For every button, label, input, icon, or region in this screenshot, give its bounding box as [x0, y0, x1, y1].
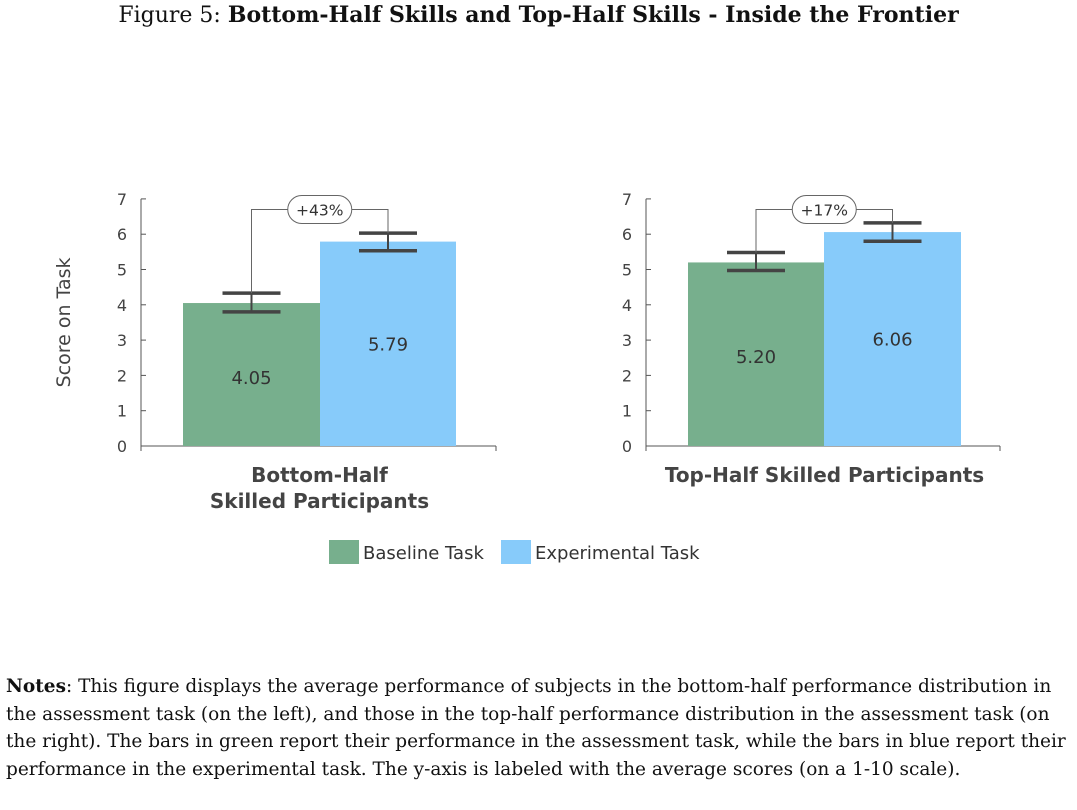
y-tick-label: 5 [117, 261, 127, 280]
y-tick-label: 0 [117, 437, 127, 456]
bar-experimental [824, 232, 961, 446]
y-tick-label: 1 [622, 402, 632, 421]
y-tick-label: 3 [117, 331, 127, 350]
notes-label: Notes [6, 676, 66, 697]
category-label: Top-Half Skilled Participants [665, 463, 984, 487]
y-axis-label: Score on Task [53, 257, 75, 387]
annotation-bracket-left [755, 208, 793, 253]
y-tick-label: 6 [117, 225, 127, 244]
y-tick-label: 3 [622, 331, 632, 350]
annotation-bubble [791, 194, 857, 224]
bar-value-label: 5.79 [368, 335, 408, 356]
bar-chart: Score on Task 0 1 2 3 4 5 6 7 4.05 5.79 +43% Bottom-… [53, 190, 1001, 564]
annotation-bubble [287, 194, 353, 224]
annotation-bracket-right [856, 208, 893, 223]
figure-title: Figure 5: Bottom-Half Skills and Top-Hal… [0, 2, 1077, 28]
y-tick-label: 5 [622, 261, 632, 280]
y-tick-label: 7 [622, 190, 632, 209]
y-tick-label: 0 [622, 437, 632, 456]
y-tick-label: 4 [622, 296, 632, 315]
legend-label-experimental: Experimental Task [535, 543, 700, 564]
legend-swatch-experimental [501, 540, 531, 564]
notes-text: : This figure displays the average perfo… [6, 676, 1066, 780]
y-tick-label: 6 [622, 225, 632, 244]
annotation-bracket-right [351, 208, 389, 234]
figure-notes: Notes: This figure displays the average … [6, 673, 1074, 783]
legend-label-baseline: Baseline Task [363, 543, 484, 564]
bar-value-label: 6.06 [872, 329, 912, 350]
category-label: Skilled Participants [210, 489, 429, 513]
y-tick-label: 7 [117, 190, 127, 209]
annotation-label: +17% [801, 201, 848, 219]
category-label: Bottom-Half [251, 463, 388, 487]
y-tick-label: 4 [117, 296, 127, 315]
bar-value-label: 5.20 [736, 347, 776, 368]
bar-value-label: 4.05 [231, 368, 271, 389]
annotation-bracket-left [251, 208, 288, 294]
legend-swatch-baseline [329, 540, 359, 564]
figure-title-text: Bottom-Half Skills and Top-Half Skills -… [227, 2, 959, 28]
bar-baseline [688, 262, 824, 446]
bar-baseline [183, 303, 320, 446]
annotation-label: +43% [296, 201, 343, 219]
bar-experimental [320, 241, 456, 446]
y-tick-label: 2 [622, 366, 632, 385]
y-tick-label: 2 [117, 366, 127, 385]
figure-label: Figure 5: [118, 3, 221, 28]
y-tick-label: 1 [117, 402, 127, 421]
